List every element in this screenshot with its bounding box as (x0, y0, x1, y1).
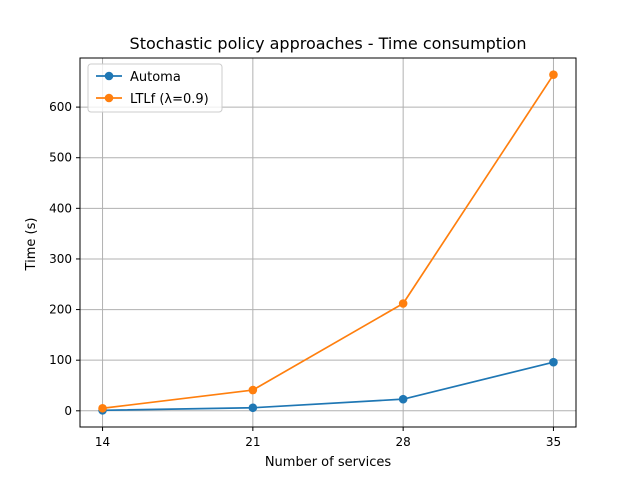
data-point (398, 394, 408, 404)
y-tick-label: 400 (49, 201, 72, 215)
data-point (549, 70, 558, 80)
legend: Automa LTLf (λ=0.9) (87, 63, 223, 113)
plot-frame (79, 57, 577, 428)
x-axis-label: Number of services (265, 455, 392, 470)
y-tick-label: 500 (49, 151, 72, 165)
series-2 (98, 70, 558, 413)
grid (80, 58, 576, 427)
legend-marker (104, 71, 114, 81)
data-point (98, 403, 107, 413)
y-tick-label: 100 (49, 353, 72, 367)
data-point (549, 357, 558, 367)
y-tick-label: 200 (49, 303, 72, 317)
x-tick-label: 28 (396, 435, 411, 449)
legend-label: Automa (130, 70, 181, 85)
series-line (102, 361, 554, 412)
data-point (248, 403, 258, 413)
y-tick-label: 300 (49, 252, 72, 266)
y-tick-label: 600 (49, 100, 72, 114)
y-axis-label: Time (s) (24, 218, 39, 272)
legend-label: LTLf (λ=0.9) (130, 92, 209, 107)
data-point (398, 299, 408, 308)
data-point (248, 385, 258, 395)
series-1 (98, 357, 558, 415)
x-tick-label: 14 (95, 435, 110, 449)
axes: 14 21 28 35 0 100 200 300 400 500 600 (49, 100, 561, 449)
legend-marker (104, 93, 114, 103)
y-tick-label: 0 (64, 404, 72, 418)
x-tick-label: 21 (245, 435, 260, 449)
chart-title: Stochastic policy approaches - Time cons… (130, 34, 527, 53)
series-layer (98, 70, 558, 415)
series-line (102, 74, 555, 410)
x-tick-label: 35 (546, 435, 561, 449)
